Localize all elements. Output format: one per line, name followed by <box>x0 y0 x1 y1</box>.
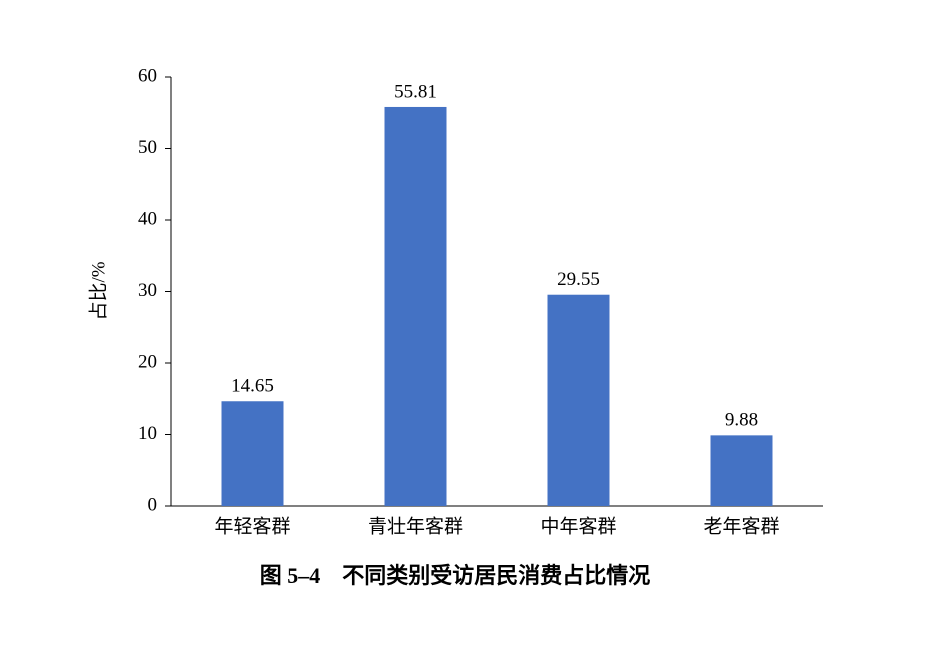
bar <box>384 106 447 507</box>
y-tick-label: 10 <box>138 423 157 444</box>
data-label: 55.81 <box>394 81 437 102</box>
y-tick-label: 30 <box>138 280 157 301</box>
data-label: 29.55 <box>557 269 600 290</box>
bar <box>547 294 610 506</box>
x-tick-label: 年轻客群 <box>214 515 290 537</box>
chart-title: 图 5–4 不同类别受访居民消费占比情况 <box>260 563 651 588</box>
bar <box>221 401 284 506</box>
y-tick-label: 60 <box>138 65 157 86</box>
y-tick-label: 0 <box>148 494 158 515</box>
x-tick-label: 青壮年客群 <box>368 515 463 537</box>
x-tick-label: 中年客群 <box>540 515 616 537</box>
data-label: 9.88 <box>725 410 758 431</box>
y-axis-label: 占比/% <box>87 261 109 320</box>
y-tick-label: 20 <box>138 351 157 372</box>
data-label: 14.65 <box>231 376 274 397</box>
y-tick-label: 50 <box>138 137 157 158</box>
bar <box>710 435 773 506</box>
x-tick-label: 老年客群 <box>703 515 779 537</box>
y-tick-label: 40 <box>138 208 157 229</box>
